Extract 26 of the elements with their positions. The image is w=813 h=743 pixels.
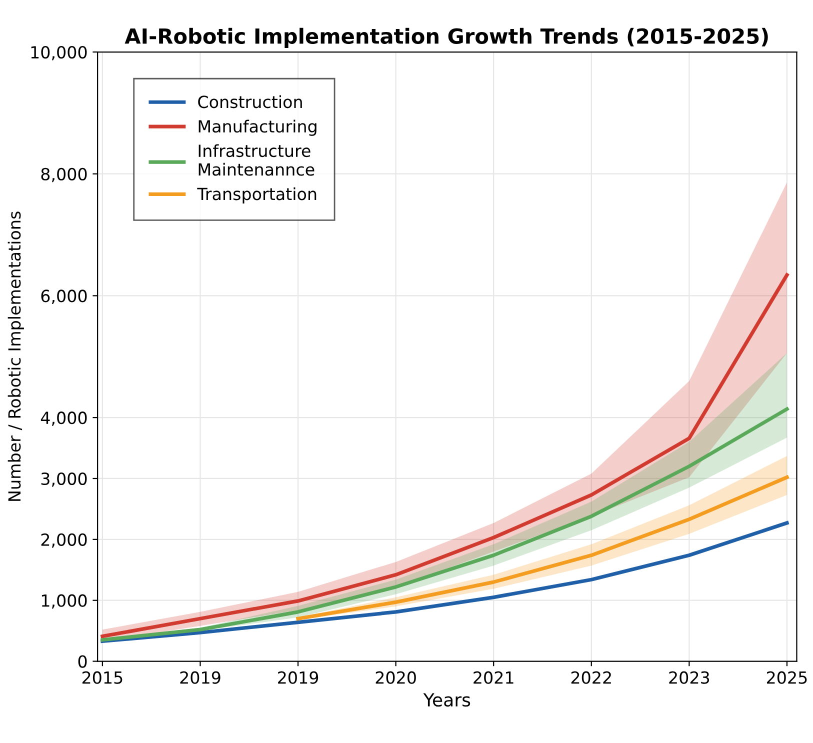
legend-label: Manufacturing — [198, 120, 316, 136]
legend-label: Transportation — [197, 187, 316, 204]
y-tick-label: 8,000 — [41, 168, 87, 182]
line-series — [100, 273, 789, 638]
y-tick-label: 4,000 — [40, 412, 87, 426]
y-tick-label: 2,000 — [41, 533, 87, 548]
x-axis-title: Years — [423, 693, 470, 707]
line-series — [100, 407, 789, 642]
y-tick-label: 3,000 — [41, 472, 87, 487]
x-tick-label: 2020 — [376, 671, 416, 684]
x-tick-label: 2022 — [571, 671, 611, 684]
chart-title: AI-Robotic Implementation Growth Trends (2015-2025) — [124, 28, 768, 48]
y-axis-title: Number / Robotic Implementations — [8, 212, 24, 501]
y-tick-label: 10,000 — [31, 46, 87, 60]
line-series — [100, 521, 789, 643]
x-tick-label: 2025 — [766, 671, 807, 684]
x-tick-label: 2015 — [82, 671, 122, 684]
y-tick-label: 1,000 — [42, 594, 87, 609]
legend-label: Infrastructure Maintenannce — [198, 144, 314, 176]
legend-label: Construction — [198, 95, 302, 108]
x-tick-label: 2023 — [669, 671, 710, 684]
y-tick-label: 0 — [78, 655, 87, 668]
x-tick-label: 2019 — [278, 671, 318, 684]
y-tick-label: 6,000 — [41, 290, 87, 304]
x-tick-label: 2021 — [474, 671, 514, 684]
x-tick-label: 2019 — [180, 671, 220, 684]
